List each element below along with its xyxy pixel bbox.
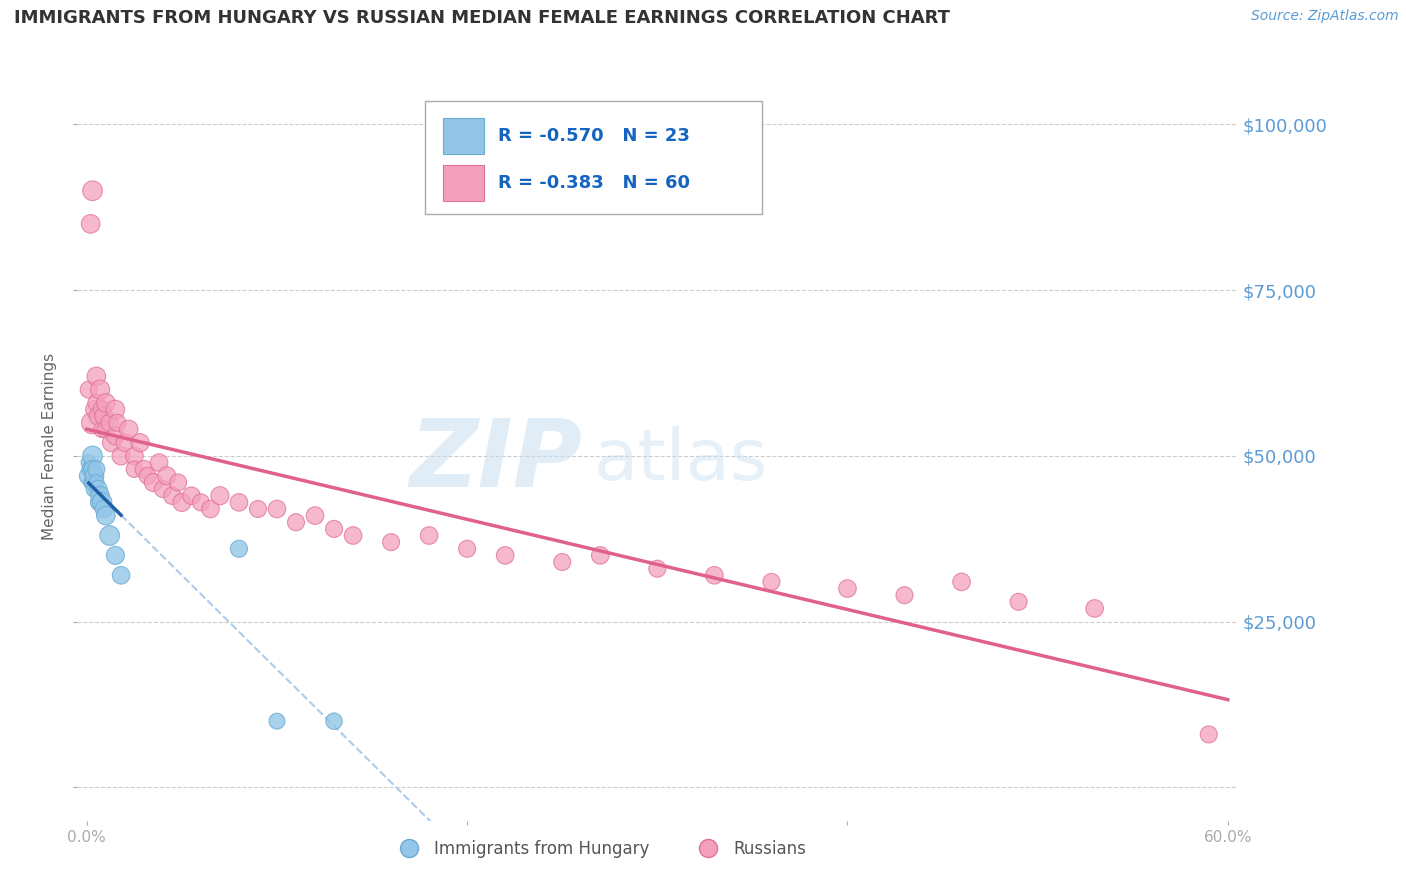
Point bbox=[589, 549, 612, 563]
Point bbox=[167, 475, 190, 490]
Point bbox=[83, 482, 105, 496]
Point bbox=[456, 541, 478, 556]
Point bbox=[893, 588, 915, 602]
Point bbox=[124, 449, 146, 463]
Point bbox=[162, 489, 184, 503]
Point bbox=[246, 502, 269, 516]
Point bbox=[156, 468, 179, 483]
Point bbox=[82, 475, 104, 490]
Legend: Immigrants from Hungary, Russians: Immigrants from Hungary, Russians bbox=[387, 833, 813, 864]
Point bbox=[148, 456, 170, 470]
Point bbox=[132, 462, 155, 476]
Text: atlas: atlas bbox=[593, 426, 768, 495]
Point bbox=[323, 714, 346, 728]
Point bbox=[87, 495, 110, 509]
Point bbox=[93, 409, 115, 424]
Text: R = -0.570   N = 23: R = -0.570 N = 23 bbox=[498, 127, 690, 145]
Point bbox=[86, 396, 108, 410]
Point bbox=[228, 495, 250, 509]
Point bbox=[104, 549, 127, 563]
Point bbox=[266, 502, 288, 516]
Point bbox=[266, 714, 288, 728]
Point bbox=[82, 184, 104, 198]
Point bbox=[83, 468, 105, 483]
Point bbox=[551, 555, 574, 569]
Point bbox=[94, 508, 117, 523]
Point bbox=[190, 495, 212, 509]
FancyBboxPatch shape bbox=[443, 165, 485, 201]
Point bbox=[104, 402, 127, 417]
Point bbox=[98, 416, 121, 430]
Point bbox=[129, 435, 152, 450]
Point bbox=[110, 449, 132, 463]
Point bbox=[180, 489, 202, 503]
Point bbox=[86, 369, 108, 384]
Point bbox=[152, 482, 174, 496]
Point bbox=[114, 435, 136, 450]
Point bbox=[87, 482, 110, 496]
Point bbox=[79, 462, 101, 476]
Point bbox=[950, 574, 973, 589]
Point bbox=[142, 475, 165, 490]
Point bbox=[86, 475, 108, 490]
Point bbox=[1007, 595, 1029, 609]
Point bbox=[110, 568, 132, 582]
Point bbox=[124, 462, 146, 476]
FancyBboxPatch shape bbox=[425, 102, 762, 214]
Point bbox=[418, 528, 440, 542]
Point bbox=[285, 515, 308, 529]
Point bbox=[647, 562, 669, 576]
Point bbox=[91, 495, 114, 509]
Point bbox=[93, 502, 115, 516]
Point bbox=[98, 528, 121, 542]
Point bbox=[136, 468, 159, 483]
Point bbox=[77, 456, 100, 470]
Point bbox=[118, 422, 141, 436]
Point bbox=[87, 409, 110, 424]
Point bbox=[228, 541, 250, 556]
Point bbox=[208, 489, 231, 503]
Point bbox=[91, 402, 114, 417]
FancyBboxPatch shape bbox=[443, 118, 485, 153]
Point bbox=[86, 462, 108, 476]
Text: IMMIGRANTS FROM HUNGARY VS RUSSIAN MEDIAN FEMALE EARNINGS CORRELATION CHART: IMMIGRANTS FROM HUNGARY VS RUSSIAN MEDIA… bbox=[14, 9, 950, 27]
Text: ZIP: ZIP bbox=[409, 415, 582, 507]
Point bbox=[105, 416, 128, 430]
Point bbox=[89, 383, 111, 397]
Point bbox=[104, 429, 127, 443]
Point bbox=[79, 217, 101, 231]
Point bbox=[100, 435, 122, 450]
Point bbox=[89, 489, 111, 503]
Point bbox=[82, 449, 104, 463]
Point bbox=[77, 383, 100, 397]
Point bbox=[342, 528, 364, 542]
Point bbox=[83, 402, 105, 417]
Point bbox=[761, 574, 783, 589]
Point bbox=[304, 508, 326, 523]
Point bbox=[1084, 601, 1107, 615]
Y-axis label: Median Female Earnings: Median Female Earnings bbox=[42, 352, 58, 540]
Point bbox=[703, 568, 725, 582]
Point bbox=[170, 495, 193, 509]
Point bbox=[380, 535, 402, 549]
Text: Source: ZipAtlas.com: Source: ZipAtlas.com bbox=[1251, 9, 1399, 23]
Point bbox=[200, 502, 222, 516]
Point bbox=[82, 462, 104, 476]
Point bbox=[94, 422, 117, 436]
Point bbox=[323, 522, 346, 536]
Point bbox=[82, 416, 104, 430]
Point bbox=[79, 475, 101, 490]
Point bbox=[94, 396, 117, 410]
Point bbox=[837, 582, 859, 596]
Point bbox=[1198, 727, 1220, 741]
Point bbox=[494, 549, 516, 563]
Text: R = -0.383   N = 60: R = -0.383 N = 60 bbox=[498, 174, 690, 192]
Point bbox=[77, 468, 100, 483]
Point bbox=[91, 422, 114, 436]
